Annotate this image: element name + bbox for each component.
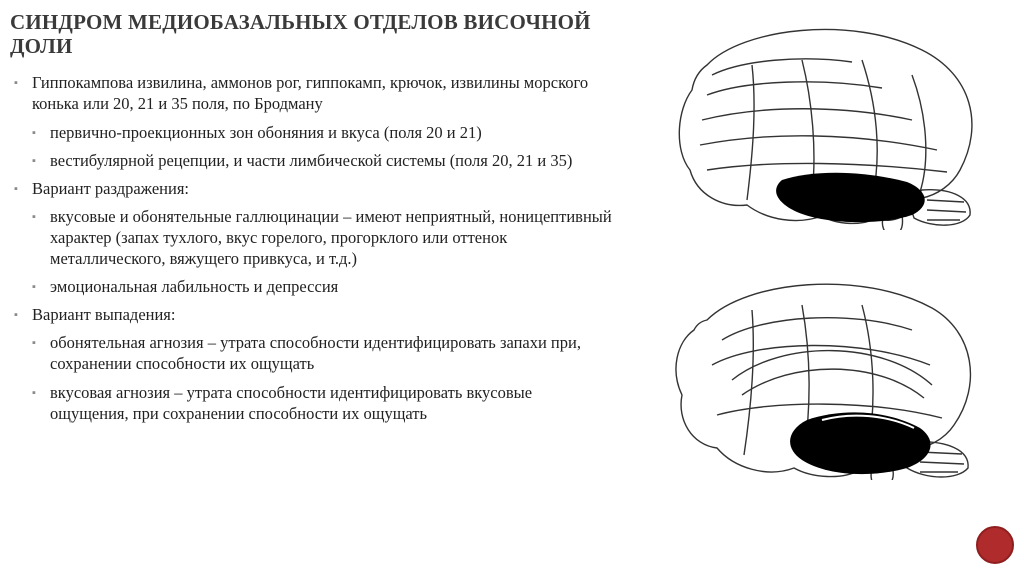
brain-medial-icon bbox=[652, 270, 992, 480]
slide-root: СИНДРОМ МЕДИОБАЗАЛЬНЫХ ОТДЕЛОВ ВИСОЧНОЙ … bbox=[0, 0, 1024, 574]
bullet-item: Вариант выпадения: bbox=[10, 304, 612, 325]
brain-lateral-icon bbox=[652, 20, 992, 230]
text-column: СИНДРОМ МЕДИОБАЗАЛЬНЫХ ОТДЕЛОВ ВИСОЧНОЙ … bbox=[0, 0, 620, 574]
bullet-item: Гиппокампова извилина, аммонов рог, гипп… bbox=[10, 72, 612, 114]
bullet-item: вкусовые и обонятельные галлюцинации – и… bbox=[10, 206, 612, 269]
corner-accent-icon bbox=[976, 526, 1014, 564]
bullet-item: обонятельная агнозия – утрата способност… bbox=[10, 332, 612, 374]
bullet-item: первично-проекционных зон обоняния и вку… bbox=[10, 122, 612, 143]
bullet-item: эмоциональная лабильность и депрессия bbox=[10, 276, 612, 297]
image-column bbox=[620, 0, 1024, 574]
slide-title: СИНДРОМ МЕДИОБАЗАЛЬНЫХ ОТДЕЛОВ ВИСОЧНОЙ … bbox=[10, 10, 612, 58]
bullet-list: Гиппокампова извилина, аммонов рог, гипп… bbox=[10, 72, 612, 424]
bullet-item: вестибулярной рецепции, и части лимбичес… bbox=[10, 150, 612, 171]
bullet-item: Вариант раздражения: bbox=[10, 178, 612, 199]
bullet-item: вкусовая агнозия – утрата способности ид… bbox=[10, 382, 612, 424]
